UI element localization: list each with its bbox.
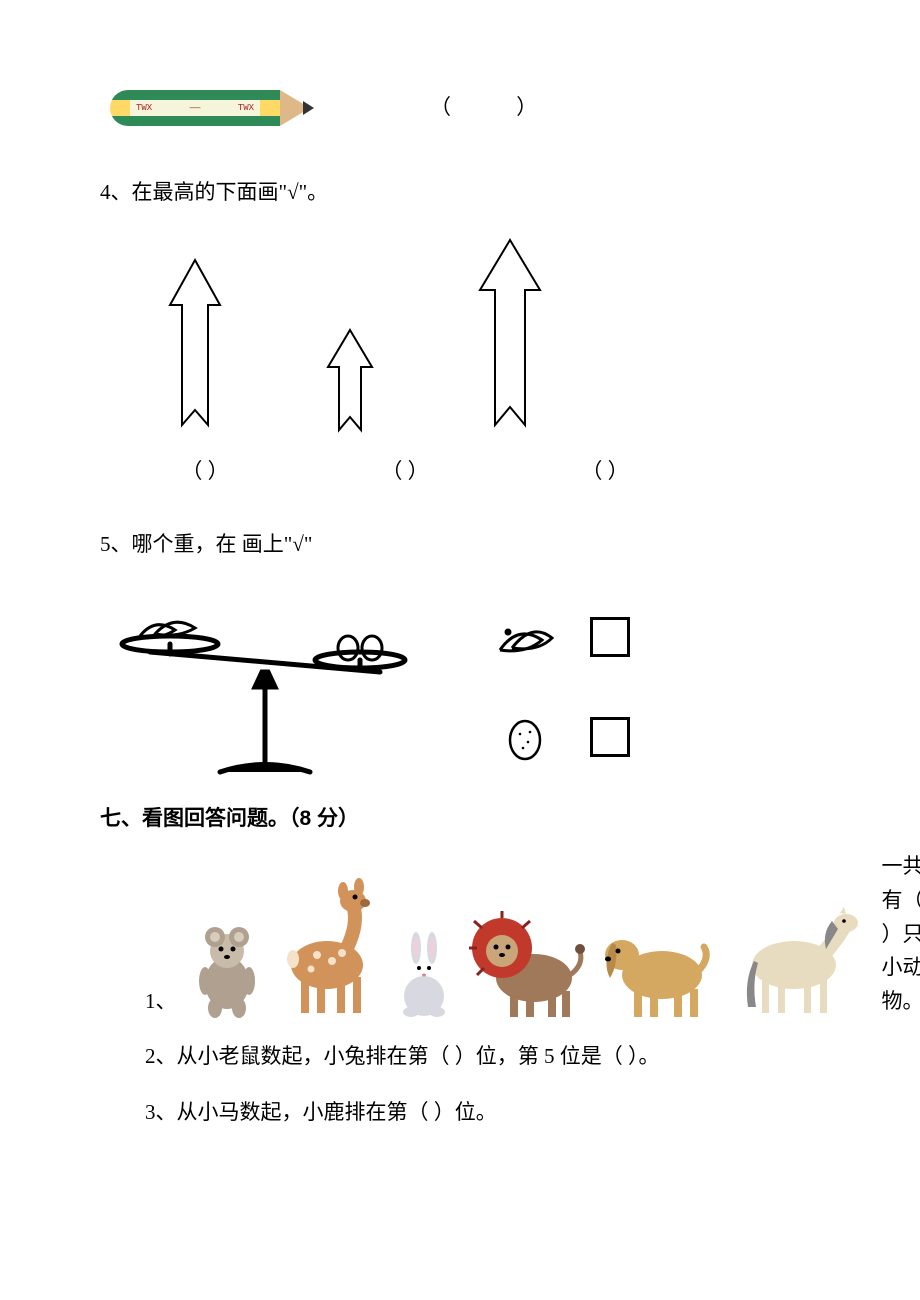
animals-row: [187, 873, 862, 1023]
pencil-text-left: TWX: [136, 101, 152, 115]
q4-blank-2[interactable]: （ ）: [350, 455, 460, 489]
q4-blank-1[interactable]: （ ）: [150, 455, 260, 489]
lion-animal: [462, 903, 592, 1023]
q4-arrows-row: [160, 235, 820, 445]
pencil-dash: ——: [190, 101, 201, 115]
horse-animal: [722, 903, 862, 1023]
q4-blank-3[interactable]: （ ）: [550, 455, 660, 489]
pencil-question-row: TWX —— TWX （ ）: [110, 90, 820, 126]
arrow-shape-3: [470, 235, 550, 445]
q4-blanks-row: （ ） （ ） （ ）: [150, 455, 820, 489]
arrow-3: [470, 235, 550, 445]
q5-scale-row: [100, 592, 820, 782]
deer-animal: [267, 873, 387, 1023]
pencil-image: TWX —— TWX: [110, 90, 330, 126]
q5-choice-egg: [490, 712, 630, 762]
rabbit-animal: [387, 928, 462, 1023]
arrow-2: [320, 325, 380, 445]
pencil-label-band: TWX —— TWX: [130, 100, 260, 116]
q7-1-prefix: 1、: [145, 985, 177, 1019]
egg-icon: [490, 712, 560, 762]
pencil-text-right: TWX: [238, 101, 254, 115]
mouse-animal: [187, 913, 267, 1023]
balance-scale-image: [100, 592, 430, 782]
banana-icon: [490, 612, 560, 662]
q7-1-suffix: 一共有（ ）只小动物。: [882, 850, 920, 1018]
q5-checkbox-banana[interactable]: [590, 617, 630, 657]
arrow-shape-2: [320, 325, 380, 445]
q5-checkbox-egg[interactable]: [590, 717, 630, 757]
q4-text: 4、在最高的下面画"√"。: [100, 176, 820, 210]
pencil-lead: [303, 101, 314, 115]
q7-sub2: 2、从小老鼠数起，小兔排在第（ ）位，第 5 位是（ ）。: [145, 1040, 820, 1074]
pencil-answer-blank[interactable]: （ ）: [430, 91, 567, 125]
q5-text: 5、哪个重，在 画上"√": [100, 528, 820, 562]
arrow-shape-1: [160, 255, 230, 445]
q7-sub3: 3、从小马数起，小鹿排在第（ ）位。: [145, 1096, 820, 1130]
q5-choice-banana: [490, 612, 630, 662]
q5-choices: [490, 612, 630, 762]
arrow-1: [160, 255, 230, 445]
q7-sub1-row: 1、: [145, 850, 820, 1018]
section-7-header: 七、看图回答问题。（8 分）: [100, 802, 820, 836]
dog-animal: [592, 913, 722, 1023]
